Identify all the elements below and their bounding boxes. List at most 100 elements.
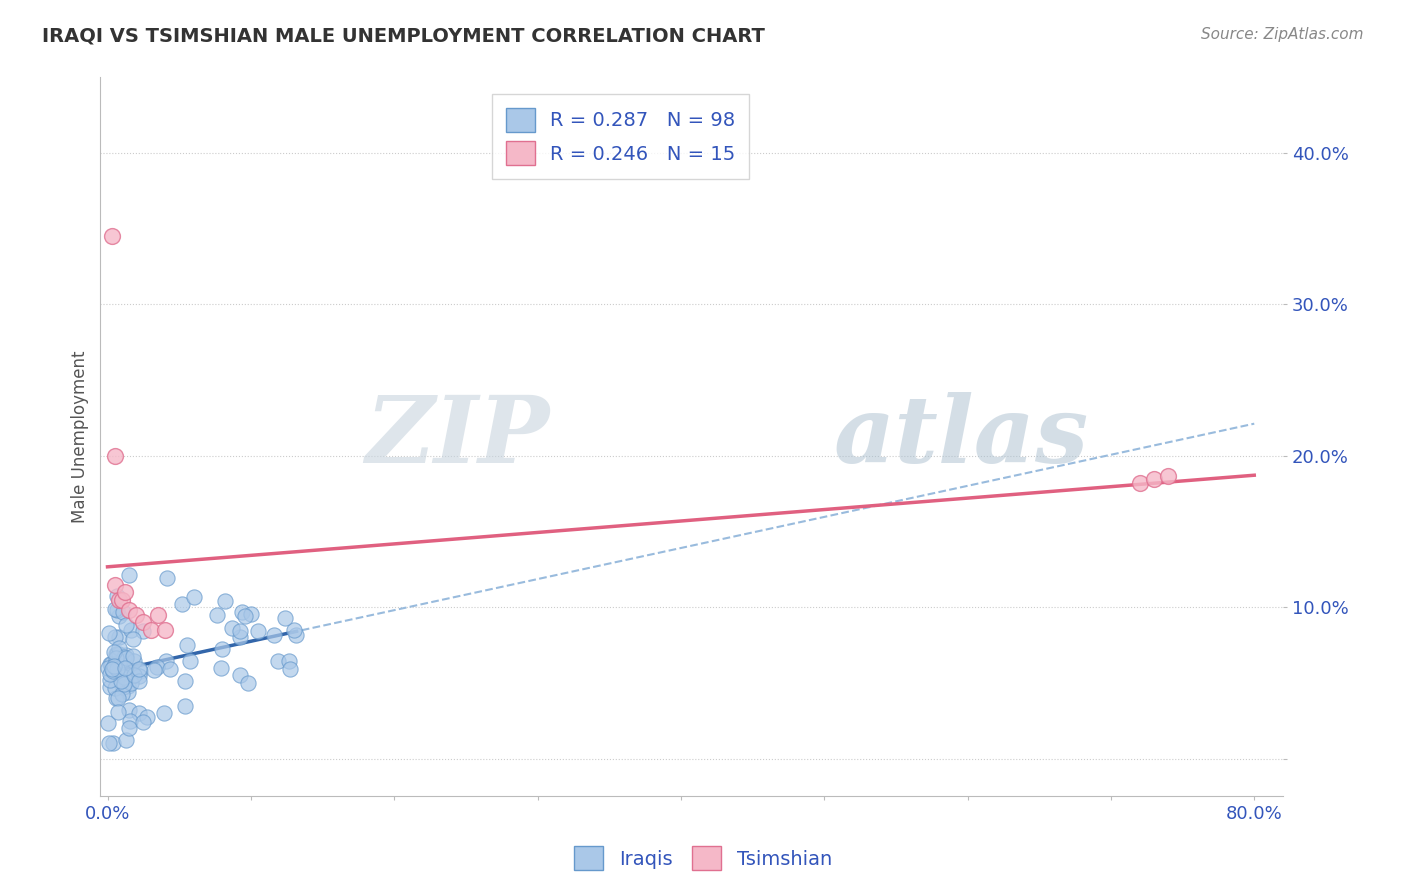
Point bbox=[236, 676, 259, 690]
Point bbox=[108, 592, 131, 607]
Point bbox=[155, 654, 177, 668]
Point bbox=[183, 591, 205, 605]
Point bbox=[104, 681, 127, 695]
Point bbox=[129, 664, 152, 678]
Point bbox=[121, 649, 143, 664]
Point bbox=[100, 657, 122, 672]
Text: ZIP: ZIP bbox=[366, 392, 550, 482]
Point bbox=[103, 645, 125, 659]
Point bbox=[103, 664, 125, 678]
Point bbox=[1129, 476, 1152, 491]
Point bbox=[117, 679, 139, 693]
Point bbox=[104, 651, 127, 665]
Point bbox=[285, 628, 308, 642]
Point bbox=[104, 657, 127, 672]
Point bbox=[107, 705, 129, 719]
Point bbox=[110, 673, 132, 688]
Text: atlas: atlas bbox=[834, 392, 1088, 482]
Point bbox=[211, 641, 233, 656]
Point bbox=[118, 603, 141, 617]
Point bbox=[146, 607, 169, 622]
Point bbox=[104, 601, 127, 615]
Point bbox=[229, 668, 252, 682]
Point bbox=[107, 662, 129, 676]
Point bbox=[231, 605, 253, 619]
Point bbox=[1143, 472, 1166, 486]
Point bbox=[112, 670, 135, 684]
Point bbox=[105, 602, 128, 616]
Point bbox=[239, 607, 262, 621]
Point bbox=[179, 654, 201, 668]
Point bbox=[108, 647, 131, 661]
Point bbox=[122, 654, 145, 668]
Legend: Iraqis, Tsimshian: Iraqis, Tsimshian bbox=[567, 838, 839, 878]
Point bbox=[139, 623, 162, 637]
Point bbox=[122, 632, 145, 647]
Text: Source: ZipAtlas.com: Source: ZipAtlas.com bbox=[1201, 27, 1364, 42]
Point bbox=[105, 647, 128, 661]
Point bbox=[117, 685, 139, 699]
Point bbox=[159, 662, 181, 676]
Point bbox=[278, 654, 301, 668]
Point bbox=[107, 691, 129, 706]
Point bbox=[266, 654, 288, 668]
Point bbox=[111, 687, 134, 701]
Point bbox=[114, 617, 136, 632]
Point bbox=[118, 722, 141, 736]
Point bbox=[209, 661, 232, 675]
Point bbox=[97, 626, 120, 640]
Point bbox=[114, 672, 136, 686]
Point bbox=[104, 691, 127, 706]
Point bbox=[132, 624, 155, 639]
Point bbox=[98, 681, 121, 695]
Point bbox=[98, 736, 121, 750]
Point bbox=[153, 623, 176, 637]
Point bbox=[174, 699, 197, 714]
Point bbox=[104, 630, 127, 644]
Point bbox=[105, 647, 128, 661]
Point bbox=[115, 648, 138, 663]
Point bbox=[274, 610, 297, 624]
Point bbox=[98, 673, 121, 688]
Point bbox=[108, 609, 131, 624]
Point bbox=[125, 607, 148, 622]
Point bbox=[114, 662, 136, 676]
Point bbox=[101, 229, 124, 244]
Point bbox=[229, 624, 252, 639]
Point bbox=[174, 674, 197, 689]
Point bbox=[97, 660, 120, 674]
Point bbox=[118, 567, 141, 582]
Point bbox=[136, 710, 159, 724]
Point bbox=[128, 662, 150, 676]
Point bbox=[108, 630, 131, 644]
Point bbox=[156, 571, 179, 585]
Point bbox=[101, 662, 124, 676]
Point bbox=[128, 674, 150, 689]
Point bbox=[132, 714, 155, 729]
Point bbox=[111, 592, 134, 607]
Point bbox=[153, 706, 176, 720]
Point bbox=[118, 703, 141, 717]
Point bbox=[132, 615, 155, 630]
Point bbox=[120, 675, 142, 690]
Point bbox=[101, 736, 124, 750]
Point bbox=[128, 669, 150, 683]
Point bbox=[114, 651, 136, 665]
Text: IRAQI VS TSIMSHIAN MALE UNEMPLOYMENT CORRELATION CHART: IRAQI VS TSIMSHIAN MALE UNEMPLOYMENT COR… bbox=[42, 27, 765, 45]
Point bbox=[120, 714, 142, 729]
Point bbox=[122, 668, 145, 682]
Point bbox=[120, 623, 142, 637]
Y-axis label: Male Unemployment: Male Unemployment bbox=[72, 351, 89, 524]
Legend: R = 0.287   N = 98, R = 0.246   N = 15: R = 0.287 N = 98, R = 0.246 N = 15 bbox=[492, 95, 749, 178]
Point bbox=[112, 649, 135, 664]
Point bbox=[112, 676, 135, 690]
Point bbox=[104, 577, 127, 591]
Point bbox=[233, 609, 256, 624]
Point bbox=[98, 666, 121, 681]
Point bbox=[114, 585, 136, 599]
Point bbox=[176, 638, 198, 652]
Point bbox=[145, 660, 167, 674]
Point bbox=[104, 449, 127, 463]
Point bbox=[111, 605, 134, 619]
Point bbox=[246, 624, 269, 638]
